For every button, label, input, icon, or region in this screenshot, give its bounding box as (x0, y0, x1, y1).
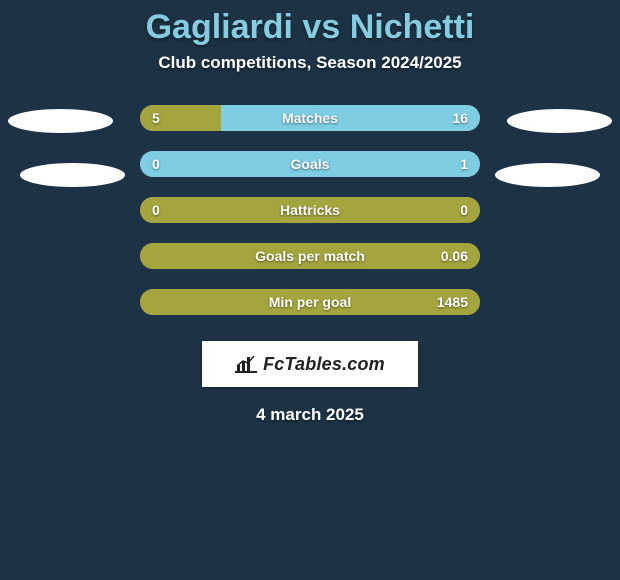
bar-value-right: 1485 (437, 294, 468, 310)
team-b-logo-placeholder-2 (495, 163, 600, 187)
title-player-a: Gagliardi (146, 8, 293, 46)
bar-matches: 5 Matches 16 (140, 105, 480, 131)
team-b-logo-placeholder (507, 109, 612, 133)
bar-fill-right (140, 151, 480, 177)
page-title: Gagliardi vs Nichetti (0, 0, 620, 47)
date-text: 4 march 2025 (0, 405, 620, 425)
bar-fill-right (221, 105, 480, 131)
bar-fill-left (140, 197, 480, 223)
team-a-logo-placeholder-2 (20, 163, 125, 187)
bar-value-left: 5 (152, 110, 160, 126)
watermark-text: FcTables.com (263, 354, 385, 375)
bar-fill-left (140, 243, 480, 269)
bar-value-right: 0.06 (441, 248, 468, 264)
bar-fill-left (140, 289, 480, 315)
watermark: FcTables.com (202, 341, 418, 387)
bar-value-right: 0 (460, 202, 468, 218)
comparison-bars: 5 Matches 16 0 Goals 1 0 Hattricks 0 Goa… (140, 105, 480, 315)
bar-value-right: 16 (452, 110, 468, 126)
bar-goals: 0 Goals 1 (140, 151, 480, 177)
bar-value-left: 0 (152, 156, 160, 172)
title-vs: vs (302, 8, 340, 46)
bar-chart-icon (235, 355, 257, 373)
bar-goals-per-match: Goals per match 0.06 (140, 243, 480, 269)
bar-min-per-goal: Min per goal 1485 (140, 289, 480, 315)
subtitle: Club competitions, Season 2024/2025 (0, 53, 620, 73)
bar-value-left: 0 (152, 202, 160, 218)
title-player-b: Nichetti (350, 8, 475, 46)
bar-value-right: 1 (460, 156, 468, 172)
bar-hattricks: 0 Hattricks 0 (140, 197, 480, 223)
team-a-logo-placeholder (8, 109, 113, 133)
